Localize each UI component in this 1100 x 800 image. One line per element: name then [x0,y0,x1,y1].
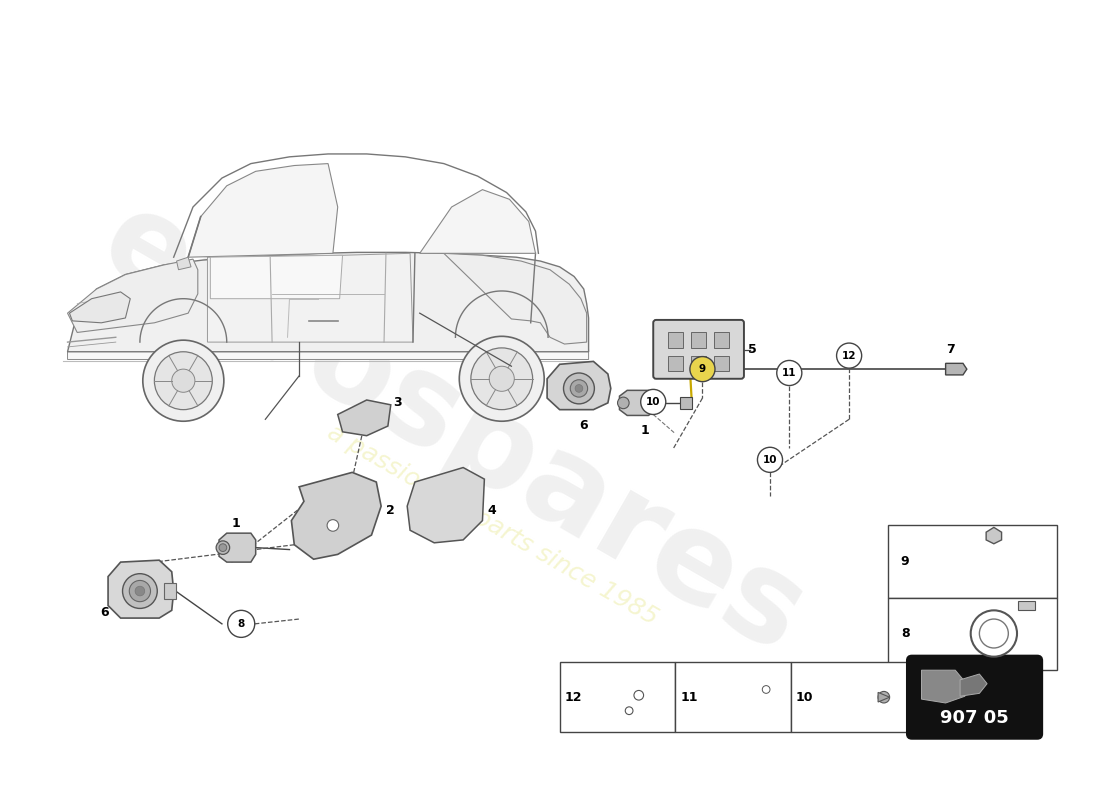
Circle shape [154,352,212,410]
Circle shape [970,610,1018,657]
Polygon shape [946,363,967,375]
Polygon shape [878,692,890,702]
Text: 9: 9 [698,364,706,374]
Text: 8: 8 [901,627,910,640]
Text: a passion for parts since 1985: a passion for parts since 1985 [322,421,662,630]
Text: 8: 8 [238,619,245,629]
FancyBboxPatch shape [653,320,744,378]
FancyBboxPatch shape [908,656,1042,738]
Bar [791,662,908,732]
Text: 11: 11 [680,690,697,704]
Text: 10: 10 [762,455,778,465]
Polygon shape [67,252,589,352]
Text: 2: 2 [386,505,395,518]
Polygon shape [69,292,130,323]
Bar [888,526,1057,598]
Bar [691,356,706,371]
Text: 6: 6 [580,418,588,431]
Bar [714,333,729,348]
Circle shape [135,586,145,596]
Circle shape [460,336,544,422]
Circle shape [490,366,515,391]
Polygon shape [407,467,484,543]
Bar [164,583,176,598]
Text: 11: 11 [782,368,796,378]
Polygon shape [547,362,611,410]
Circle shape [172,369,195,392]
Bar [888,598,1057,670]
Circle shape [634,690,643,700]
Circle shape [471,348,532,410]
Circle shape [216,541,230,554]
Polygon shape [338,400,390,436]
Circle shape [130,581,151,602]
Text: 4: 4 [487,505,496,518]
Bar [691,333,706,348]
Bar [714,356,729,371]
Bar [560,662,675,732]
Polygon shape [922,670,965,703]
Circle shape [219,544,227,551]
Text: 10: 10 [646,397,660,407]
Polygon shape [444,254,586,344]
Circle shape [563,373,594,404]
Text: 3: 3 [393,396,402,410]
Circle shape [762,686,770,694]
Circle shape [758,447,782,472]
Text: 907 05: 907 05 [940,710,1009,727]
Text: 6: 6 [100,606,109,618]
Bar [680,397,692,409]
Text: 1: 1 [640,424,649,438]
Text: 12: 12 [564,690,582,704]
Text: 7: 7 [946,343,955,356]
Polygon shape [177,257,191,270]
Text: 9: 9 [901,554,910,568]
Polygon shape [420,190,536,254]
Text: 5: 5 [748,343,757,356]
Circle shape [625,707,632,714]
Polygon shape [67,259,198,333]
Circle shape [837,343,861,368]
Circle shape [122,574,157,609]
Polygon shape [208,254,412,342]
Bar [668,356,683,371]
Circle shape [327,520,339,531]
Polygon shape [292,472,381,559]
Polygon shape [188,163,338,257]
Polygon shape [219,533,255,562]
Bar [668,333,683,348]
Polygon shape [67,319,589,359]
Polygon shape [986,527,1002,544]
Circle shape [228,610,255,638]
Text: 12: 12 [842,350,857,361]
Polygon shape [210,255,342,298]
Bar [1018,601,1035,610]
Circle shape [143,340,224,422]
Text: 10: 10 [796,690,814,704]
Circle shape [878,691,890,703]
Circle shape [979,619,1009,648]
Circle shape [617,397,629,409]
Circle shape [690,357,715,382]
Text: 1: 1 [232,517,241,530]
Polygon shape [619,390,654,415]
Polygon shape [108,560,174,618]
Circle shape [640,390,666,414]
Bar [675,662,791,732]
Circle shape [777,361,802,386]
Circle shape [570,380,587,397]
Text: eurospares: eurospares [81,179,826,679]
Polygon shape [960,674,987,696]
Circle shape [575,385,583,392]
